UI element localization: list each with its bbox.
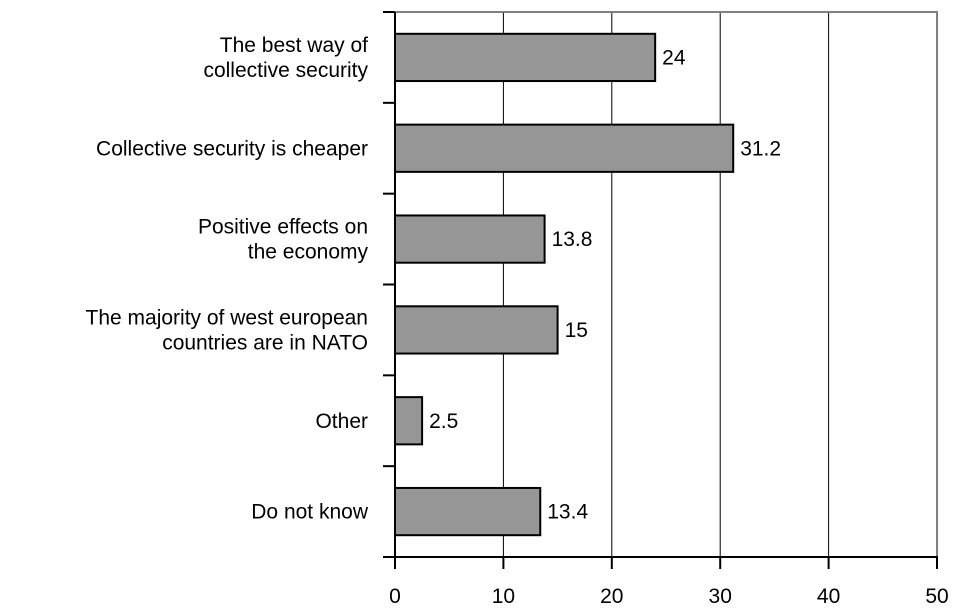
bar bbox=[394, 123, 735, 173]
category-label-line: Positive effects on bbox=[198, 216, 368, 239]
axes bbox=[383, 11, 938, 569]
data-label: 31.2 bbox=[740, 137, 781, 160]
x-tick-label: 10 bbox=[492, 585, 515, 608]
labels: 24 The best way of collective security 31.2… bbox=[86, 34, 949, 608]
category-label: Other bbox=[315, 410, 368, 433]
bar bbox=[394, 305, 559, 355]
bar bbox=[394, 486, 542, 537]
x-tick-label: 0 bbox=[389, 585, 401, 608]
data-label: 24 bbox=[662, 46, 686, 69]
bars bbox=[394, 32, 735, 537]
x-tick-label: 50 bbox=[925, 585, 948, 608]
category-label: The majority of west european countries a… bbox=[86, 306, 368, 354]
category-label-line: Do not know bbox=[251, 501, 369, 524]
data-label: 15 bbox=[565, 319, 588, 342]
category-label: Positive effects on the economy bbox=[198, 216, 369, 264]
category-label-line: collective security bbox=[203, 59, 368, 82]
data-label: 13.8 bbox=[552, 228, 593, 251]
category-label-line: The best way of bbox=[220, 34, 368, 57]
x-tick-label: 40 bbox=[817, 585, 840, 608]
category-label: Collective security is cheaper bbox=[96, 137, 368, 160]
gridlines bbox=[502, 12, 938, 557]
data-label: 2.5 bbox=[429, 410, 458, 433]
category-label-line: The majority of west european bbox=[86, 306, 368, 329]
plot-frame bbox=[394, 11, 938, 558]
category-label-line: Other bbox=[315, 410, 368, 433]
data-label: 13.4 bbox=[547, 501, 588, 524]
category-label-line: countries are in NATO bbox=[162, 331, 368, 354]
bar bbox=[394, 214, 546, 264]
category-label-line: Collective security is cheaper bbox=[96, 137, 368, 160]
category-label: Do not know bbox=[251, 501, 369, 524]
category-label-line: the economy bbox=[248, 241, 369, 264]
bar bbox=[394, 32, 657, 83]
bar bbox=[394, 396, 424, 446]
x-tick-label: 20 bbox=[600, 585, 623, 608]
x-tick-label: 30 bbox=[709, 585, 732, 608]
category-label: The best way of collective security bbox=[203, 34, 368, 82]
